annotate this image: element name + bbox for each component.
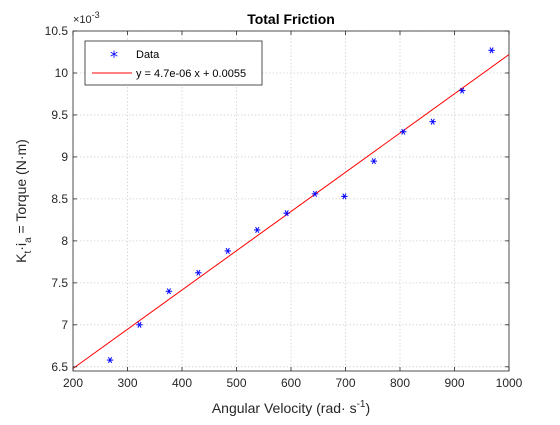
x-axis-label-tail: ) bbox=[365, 400, 370, 416]
y-tick-label: 7 bbox=[61, 318, 68, 332]
x-tick-label: 700 bbox=[335, 376, 355, 390]
legend: * Data y = 4.7e-06 x + 0.0055 bbox=[85, 41, 262, 85]
y-exponent-label: ×10-3 bbox=[73, 10, 100, 26]
x-tick-label: 900 bbox=[444, 376, 464, 390]
x-tick-label: 300 bbox=[117, 376, 137, 390]
legend-fit-label: y = 4.7e-06 x + 0.0055 bbox=[136, 68, 246, 80]
y-exponent-base: ×10 bbox=[73, 14, 92, 26]
y-tick-label: 6.5 bbox=[51, 360, 68, 374]
x-tick-label: 1000 bbox=[496, 376, 523, 390]
y-axis-label-rest: = Torque (N·m) bbox=[13, 139, 29, 237]
y-axis-label: Kt·ia = Torque (N·m) bbox=[13, 139, 34, 263]
y-tick-label: 9 bbox=[61, 150, 68, 164]
x-tick-label: 400 bbox=[172, 376, 192, 390]
x-tick-label: 200 bbox=[63, 376, 83, 390]
y-axis-label-i: ·i bbox=[13, 243, 29, 251]
x-axis-label: Angular Velocity (rad· s-1) bbox=[212, 399, 370, 416]
chart-title: Total Friction bbox=[247, 11, 335, 27]
y-tick-label: 8.5 bbox=[51, 192, 68, 206]
y-tick-label: 8 bbox=[61, 234, 68, 248]
y-tick-label: 9.5 bbox=[51, 108, 68, 122]
y-tick-labels: 6.5 7 7.5 8 8.5 9 9.5 10 10.5 bbox=[45, 24, 69, 374]
y-tick-label: 7.5 bbox=[51, 276, 68, 290]
x-tick-label: 600 bbox=[281, 376, 301, 390]
x-tick-label: 800 bbox=[390, 376, 410, 390]
y-tick-label: 10 bbox=[55, 66, 69, 80]
y-tick-label: 10.5 bbox=[45, 24, 69, 38]
x-axis-label-base: Angular Velocity (rad· s bbox=[212, 400, 357, 416]
x-tick-labels: 200 300 400 500 600 700 800 900 1000 bbox=[63, 376, 523, 390]
x-tick-label: 500 bbox=[226, 376, 246, 390]
legend-data-marker: * bbox=[110, 47, 118, 66]
legend-data-label: Data bbox=[136, 49, 160, 61]
y-exponent-power: -3 bbox=[92, 10, 100, 20]
